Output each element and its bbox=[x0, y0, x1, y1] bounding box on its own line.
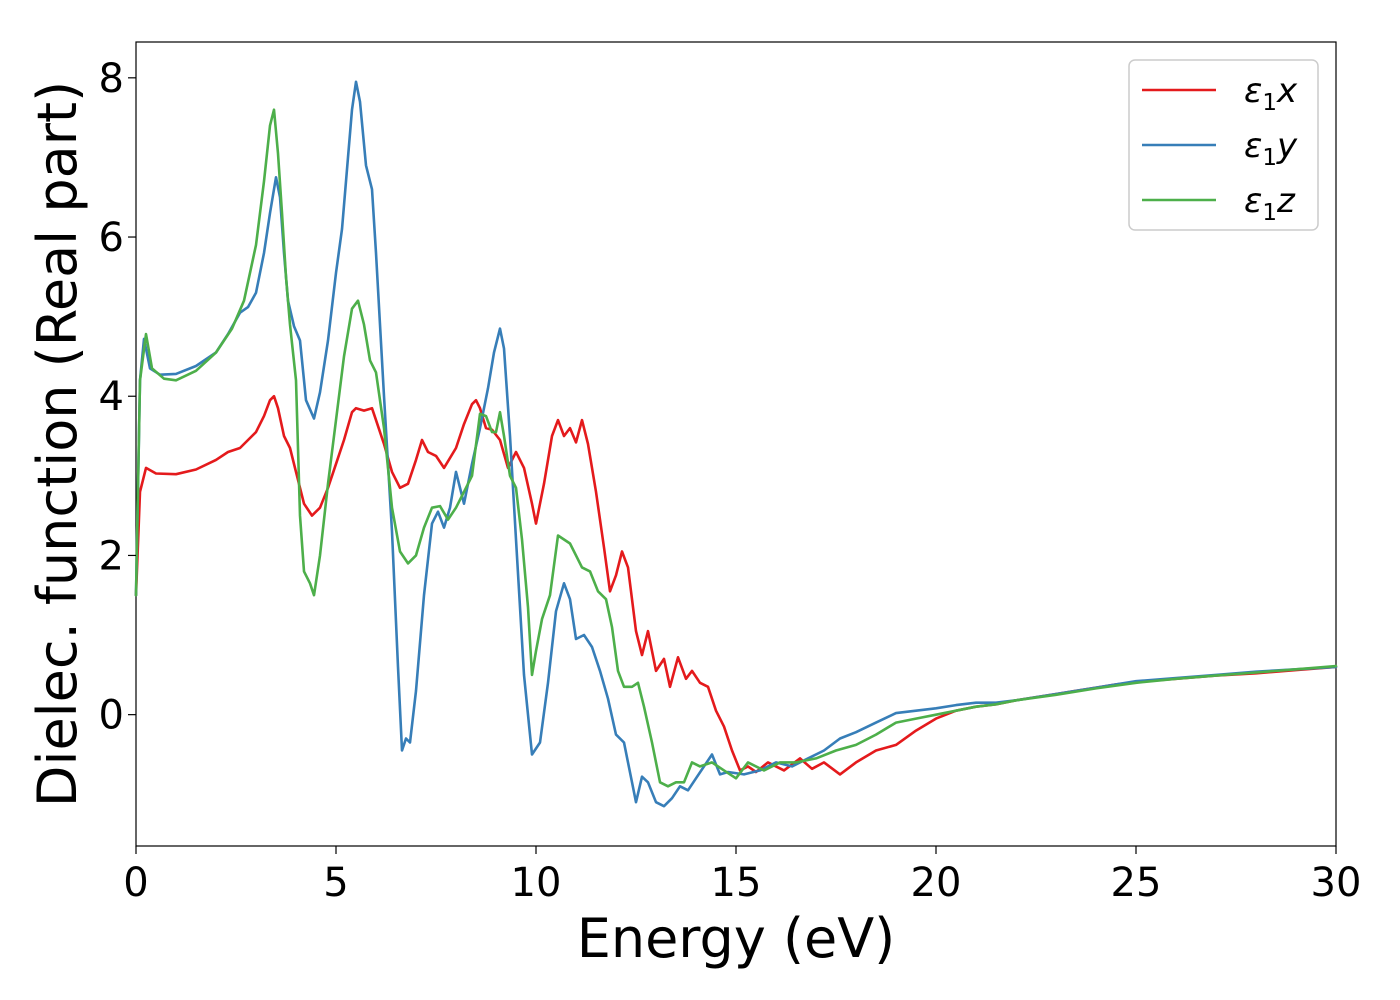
legend-label-z: ε1z bbox=[1244, 181, 1296, 226]
legend-label-y: ε1y bbox=[1244, 126, 1298, 171]
series-layer bbox=[134, 80, 1338, 808]
y-tick-label: 6 bbox=[99, 215, 124, 261]
legend: ε1x ε1y ε1z bbox=[1128, 59, 1319, 231]
x-tick-label: 20 bbox=[911, 860, 962, 906]
y-axis-ticks: 0 2 4 6 8 bbox=[99, 56, 136, 739]
x-axis-title: Energy (eV) bbox=[577, 907, 896, 970]
x-axis-ticks: 0 5 10 15 20 25 30 bbox=[123, 846, 1361, 906]
legend-box bbox=[1128, 59, 1319, 231]
y-tick-label: 0 bbox=[99, 693, 124, 739]
y-tick-label: 2 bbox=[99, 533, 124, 579]
x-tick-label: 25 bbox=[1111, 860, 1162, 906]
x-tick-label: 15 bbox=[711, 860, 762, 906]
x-tick-label: 0 bbox=[123, 860, 148, 906]
series-line-x bbox=[134, 394, 1338, 776]
x-tick-label: 10 bbox=[511, 860, 562, 906]
y-axis-title: Dielec. function (Real part) bbox=[26, 81, 89, 807]
series-line-z bbox=[134, 108, 1338, 788]
x-tick-label: 30 bbox=[1311, 860, 1362, 906]
y-tick-label: 4 bbox=[99, 374, 124, 420]
x-tick-label: 5 bbox=[323, 860, 348, 906]
y-tick-label: 8 bbox=[99, 56, 124, 102]
legend-label-x: ε1x bbox=[1244, 71, 1298, 116]
series-line-y bbox=[134, 80, 1338, 808]
